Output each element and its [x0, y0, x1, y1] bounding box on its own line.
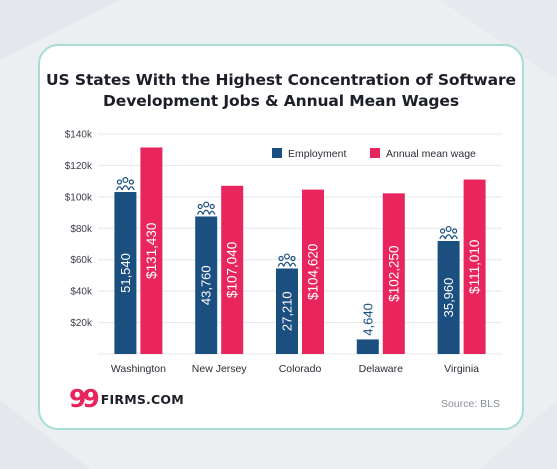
- wage-bar: [382, 193, 405, 354]
- y-tick-label: $100k: [65, 192, 93, 203]
- employment-bar: [195, 216, 218, 354]
- chart-title-line-1: US States With the Highest Concentration…: [46, 71, 516, 89]
- y-tick-label: $80k: [70, 224, 93, 235]
- people-group-icon: [277, 253, 297, 267]
- employment-bar: [114, 192, 137, 354]
- wage-bar: [463, 179, 486, 354]
- logo-mark: 99: [69, 384, 100, 413]
- y-tick-label: $40k: [70, 287, 93, 298]
- employment-bar: [437, 240, 460, 354]
- wage-value-label: $111,010: [467, 240, 482, 294]
- chart-card: US States With the Highest Concentration…: [38, 44, 524, 430]
- wage-value-label: $102,250: [386, 246, 401, 302]
- employment-value-label: 43,760: [199, 265, 214, 305]
- wage-value-label: $131,430: [144, 223, 159, 279]
- people-group-icon: [439, 225, 458, 240]
- wage-bar: [140, 147, 163, 354]
- employment-value-label: 51,540: [118, 253, 133, 293]
- x-category-label: Delaware: [359, 363, 404, 375]
- logo-text: FIRMS.COM: [100, 391, 184, 407]
- x-category-label: Virginia: [444, 363, 479, 375]
- wage-bar: [221, 185, 244, 354]
- legend-label-wage: Annual mean wage: [386, 148, 476, 160]
- employment-bar: [356, 339, 379, 354]
- legend-swatch-wage: [370, 148, 380, 158]
- source-note: Source: BLS: [441, 398, 500, 410]
- chart-title-line-2: Development Jobs & Annual Mean Wages: [103, 92, 459, 110]
- y-tick-label: $60k: [70, 255, 93, 266]
- y-tick-label: $120k: [65, 161, 93, 172]
- x-category-label: Washington: [111, 363, 166, 375]
- employment-value-label: 27,210: [280, 291, 295, 331]
- wage-value-label: $104,620: [306, 244, 321, 300]
- bar-chart: $20k $40k $60k $80k $100k $120k $140k 51,540 $13…: [65, 130, 502, 375]
- legend-label-employment: Employment: [288, 148, 346, 160]
- employment-value-label: 35,960: [441, 278, 456, 318]
- employment-bar: [276, 268, 298, 354]
- wage-value-label: $107,040: [225, 242, 240, 298]
- x-category-label: Colorado: [279, 363, 322, 375]
- people-group-icon: [196, 201, 216, 215]
- people-group-icon: [116, 177, 135, 191]
- y-tick-label: $20k: [70, 318, 93, 329]
- wage-bar: [302, 189, 324, 354]
- legend-swatch-employment: [272, 148, 282, 158]
- x-category-label: New Jersey: [192, 363, 248, 375]
- y-tick-label: $140k: [65, 130, 93, 141]
- logo: 99 FIRMS.COM: [69, 384, 184, 413]
- employment-value-label: 4,640: [360, 303, 375, 336]
